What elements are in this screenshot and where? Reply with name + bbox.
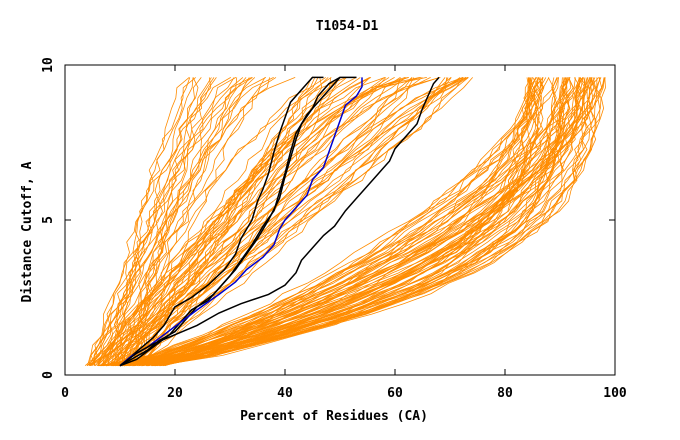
background-model-line (119, 77, 452, 367)
background-model-line (92, 77, 406, 366)
background-model-line (126, 77, 574, 367)
background-model-line (122, 77, 591, 367)
background-model-line (152, 77, 571, 367)
background-model-line (146, 77, 587, 367)
highlighted-model-line-1 (119, 76, 324, 367)
background-model-line (118, 77, 194, 366)
x-tick-label: 80 (497, 386, 513, 401)
background-model-line (90, 77, 232, 366)
background-model-line (163, 77, 581, 367)
background-model-line (101, 77, 606, 367)
background-model-line (145, 77, 469, 366)
background-model-line (90, 77, 401, 367)
background-model-line (145, 77, 580, 367)
background-model-line (121, 77, 572, 367)
highlighted-model-line-3 (119, 76, 357, 367)
background-model-line (136, 77, 340, 367)
background-model-line (124, 77, 592, 367)
background-model-line (137, 77, 449, 367)
chart-title: T1054-D1 (316, 19, 379, 34)
y-tick-label: 5 (41, 216, 56, 224)
background-model-line (111, 77, 467, 366)
highlighted-model-line-5 (119, 76, 440, 367)
background-model-line (97, 77, 252, 366)
highlighted-model-curves (119, 76, 440, 367)
highlighted-model-line-4 (119, 77, 363, 367)
background-model-line (87, 77, 277, 366)
background-model-line (118, 77, 581, 367)
background-model-line (107, 77, 574, 367)
background-model-line (88, 77, 296, 366)
x-tick-label: 100 (603, 386, 627, 401)
background-model-line (100, 77, 423, 366)
background-model-line (124, 77, 595, 367)
background-model-line (148, 77, 532, 367)
background-model-line (128, 77, 583, 367)
x-tick-label: 40 (277, 386, 293, 401)
background-model-line (89, 77, 332, 366)
background-model-line (122, 77, 256, 366)
background-model-line (146, 77, 571, 367)
background-model-line (134, 77, 559, 367)
y-axis-label: Distance Cutoff, A (20, 161, 35, 302)
background-model-line (100, 77, 537, 367)
background-model-line (113, 77, 469, 366)
background-model-line (103, 77, 596, 367)
x-tick-label: 60 (387, 386, 403, 401)
background-model-line (139, 77, 464, 366)
x-tick-label: 20 (167, 386, 183, 401)
x-axis-label: Percent of Residues (CA) (240, 409, 428, 424)
y-tick-label: 0 (41, 371, 56, 379)
background-model-line (100, 77, 539, 367)
background-model-line (123, 77, 274, 366)
background-model-line (141, 77, 431, 366)
background-model-line (134, 77, 357, 366)
background-model-line (112, 77, 591, 367)
background-model-line (148, 77, 545, 367)
background-model-line (102, 77, 327, 366)
background-model-line (101, 77, 543, 367)
background-model-line (133, 77, 601, 367)
background-model-line (159, 77, 605, 367)
x-tick-label: 0 (61, 386, 69, 401)
background-model-line (141, 77, 533, 367)
background-model-line (102, 77, 217, 366)
background-model-line (160, 77, 570, 367)
background-model-line (107, 77, 212, 366)
axis-ticks: 0 20 40 60 80 100 0 5 10 (41, 57, 627, 401)
background-model-line (120, 77, 422, 366)
background-model-line (89, 77, 469, 367)
y-tick-label: 10 (41, 57, 56, 73)
background-model-line (97, 77, 316, 366)
background-model-line (107, 77, 387, 367)
background-model-line (134, 77, 395, 366)
background-model-line (119, 77, 215, 366)
background-model-line (153, 77, 533, 367)
background-model-line (124, 77, 594, 367)
background-model-curves (84, 77, 606, 367)
